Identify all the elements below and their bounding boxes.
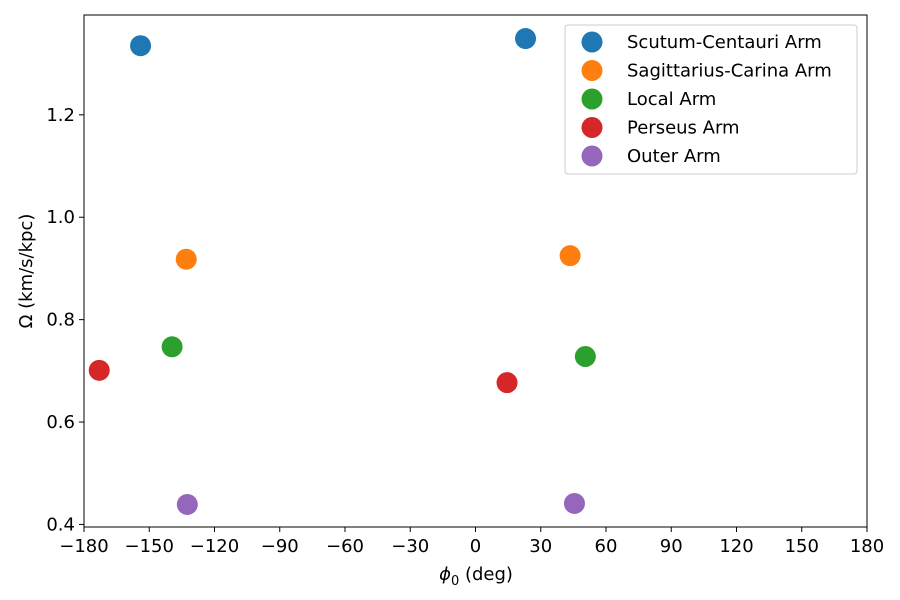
x-axis-label: ϕ0 (deg) <box>439 564 513 589</box>
x-tick-label: −60 <box>326 536 364 557</box>
data-point <box>559 245 581 267</box>
legend-marker <box>581 117 603 138</box>
x-axis-label-main: ϕ <box>439 564 451 585</box>
y-tick-label: 0.6 <box>46 412 75 433</box>
plot-frame <box>83 14 868 528</box>
legend-box <box>564 24 858 175</box>
x-axis-label-subscript: 0 <box>451 574 459 589</box>
x-axis-ticks: −180 −150 −120 −90 −60 −30 0 30 60 90 120 150 180 <box>59 527 884 557</box>
x-tick-label: −30 <box>391 536 429 557</box>
legend-marker <box>581 31 603 53</box>
x-tick-label: 60 <box>595 536 618 557</box>
y-tick-label: 0.4 <box>46 514 75 535</box>
y-axis-ticks: 0.4 0.6 0.8 1.0 1.2 <box>46 105 84 535</box>
x-tick-label: −150 <box>125 536 174 557</box>
x-tick-label: 150 <box>785 536 819 557</box>
data-point <box>515 28 537 50</box>
legend-marker <box>581 60 603 81</box>
legend-marker <box>581 145 603 167</box>
data-point <box>130 35 152 57</box>
data-point <box>496 372 518 394</box>
data-point <box>563 492 585 514</box>
y-axis-label: Ω (km/s/kpc) <box>16 214 37 329</box>
legend-entry-label: Perseus Arm <box>627 118 740 139</box>
data-point <box>574 346 596 368</box>
x-tick-label: 0 <box>470 536 481 557</box>
legend-entry-label: Sagittarius-Carina Arm <box>627 61 832 82</box>
y-tick-label: 1.0 <box>46 207 75 228</box>
data-point <box>175 248 197 270</box>
y-tick-label: 0.8 <box>46 310 75 331</box>
legend-marker <box>581 88 603 110</box>
y-tick-label: 1.2 <box>46 105 75 126</box>
x-tick-label: −90 <box>261 536 299 557</box>
legend-entry-label: Local Arm <box>627 89 716 110</box>
x-axis-label-rest: (deg) <box>459 564 513 585</box>
data-point <box>88 359 110 381</box>
x-tick-label: 120 <box>719 536 753 557</box>
legend-entry-label: Outer Arm <box>627 146 721 167</box>
legend-entry-label: Scutum-Centauri Arm <box>627 32 822 53</box>
x-tick-label: 30 <box>529 536 552 557</box>
x-tick-label: 90 <box>660 536 683 557</box>
x-tick-label: 180 <box>850 536 884 557</box>
legend: Scutum-Centauri Arm Sagittarius-Carina Ar… <box>564 24 858 175</box>
x-tick-label: −180 <box>59 536 108 557</box>
data-points <box>88 28 596 515</box>
data-point <box>176 493 198 515</box>
x-tick-label: −120 <box>190 536 239 557</box>
data-point <box>161 336 183 358</box>
